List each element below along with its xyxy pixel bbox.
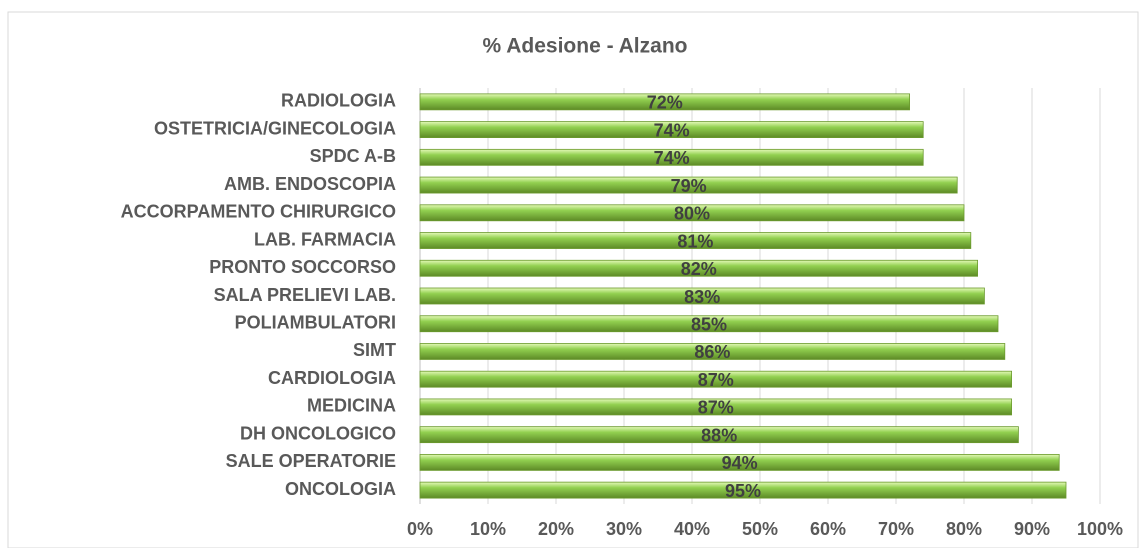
x-tick-label: 40% bbox=[674, 519, 710, 539]
value-label: 72% bbox=[647, 93, 683, 113]
bar bbox=[419, 315, 999, 333]
bar bbox=[419, 481, 1067, 499]
bar bbox=[419, 343, 1006, 360]
value-label: 94% bbox=[722, 453, 758, 473]
bar bbox=[419, 453, 1060, 471]
y-tick-label: POLIAMBULATORI bbox=[235, 312, 396, 332]
value-label: 86% bbox=[694, 342, 730, 362]
bar bbox=[419, 398, 1012, 416]
y-tick-label: SALA PRELIEVI LAB. bbox=[214, 285, 396, 305]
value-label: 79% bbox=[671, 176, 707, 196]
x-tick-label: 90% bbox=[1014, 519, 1050, 539]
y-tick-label: ACCORPAMENTO CHIRURGICO bbox=[121, 202, 396, 222]
value-label: 74% bbox=[654, 120, 690, 140]
y-tick-label: MEDICINA bbox=[307, 396, 396, 416]
bar bbox=[419, 204, 965, 222]
y-tick-label: SALE OPERATORIE bbox=[226, 451, 396, 471]
value-label: 85% bbox=[691, 314, 727, 334]
y-tick-label: LAB. FARMACIA bbox=[254, 229, 396, 249]
bar bbox=[419, 148, 924, 166]
y-tick-label: RADIOLOGIA bbox=[281, 91, 396, 111]
y-tick-label: CARDIOLOGIA bbox=[268, 368, 396, 388]
x-tick-label: 100% bbox=[1077, 519, 1123, 539]
y-tick-label: AMB. ENDOSCOPIA bbox=[224, 174, 396, 194]
value-label: 81% bbox=[677, 231, 713, 251]
x-tick-label: 80% bbox=[946, 519, 982, 539]
y-tick-label: ONCOLOGIA bbox=[285, 479, 396, 499]
value-label: 87% bbox=[698, 398, 734, 418]
chart-title: % Adesione - Alzano bbox=[483, 35, 688, 58]
x-tick-label: 20% bbox=[538, 519, 574, 539]
bar bbox=[419, 259, 978, 277]
y-tick-label: OSTETRICIA/GINECOLOGIA bbox=[154, 118, 396, 138]
value-label: 88% bbox=[701, 425, 737, 445]
bar bbox=[419, 121, 924, 138]
value-label: 83% bbox=[684, 287, 720, 307]
x-tick-label: 10% bbox=[470, 519, 506, 539]
x-tick-label: 0% bbox=[407, 519, 433, 539]
value-label: 74% bbox=[654, 148, 690, 168]
x-tick-label: 60% bbox=[810, 519, 846, 539]
value-label: 95% bbox=[725, 481, 761, 501]
y-tick-label: DH ONCOLOGICO bbox=[240, 423, 396, 443]
bar bbox=[419, 287, 985, 305]
bar bbox=[419, 370, 1012, 388]
value-label: 80% bbox=[674, 204, 710, 224]
bar bbox=[419, 426, 1019, 444]
bar bbox=[419, 176, 958, 194]
y-tick-label: SIMT bbox=[353, 340, 396, 360]
y-tick-label: PRONTO SOCCORSO bbox=[209, 257, 396, 277]
x-tick-label: 50% bbox=[742, 519, 778, 539]
bar bbox=[419, 232, 972, 249]
value-label: 82% bbox=[681, 259, 717, 279]
bar bbox=[419, 93, 911, 111]
y-tick-label: SPDC A-B bbox=[310, 146, 396, 166]
value-label: 87% bbox=[698, 370, 734, 390]
x-tick-label: 70% bbox=[878, 519, 914, 539]
x-tick-label: 30% bbox=[606, 519, 642, 539]
